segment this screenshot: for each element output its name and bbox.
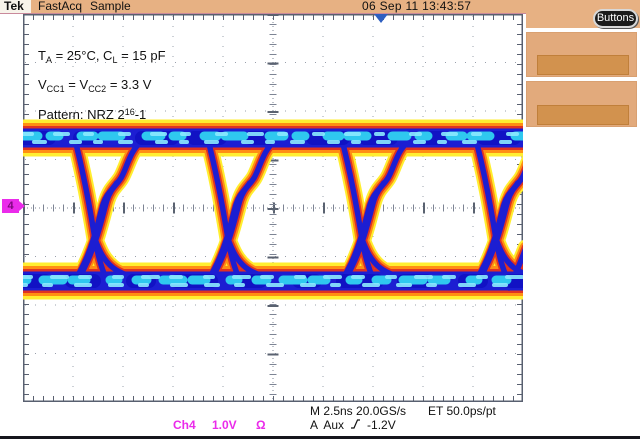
annotation-sub: CC2 [88,83,107,94]
bottom-divider [0,436,640,439]
annotation-sub: L [112,55,118,65]
horizontal-readout: M 2.5ns 20.0GS/s ET 50.0ps/pt [310,404,496,418]
top-menu-bar: Tek FastAcq Sample 06 Sep 11 13:43:57 [0,0,640,13]
rising-edge-slope-icon [351,419,361,429]
trigger-position-marker[interactable] [374,14,388,23]
annotation-text: Pattern: NRZ 2 [38,107,125,122]
timebase-readout: M 2.5ns 20.0GS/s [310,404,407,418]
eye-diagram [23,14,523,402]
channel-scale-readout[interactable]: 1.0V [212,418,237,432]
datetime-readout: 06 Sep 11 13:43:57 [362,0,472,13]
channel-coupling-readout: Ω [256,418,266,432]
trigger-level-readout: -1.2V [367,418,396,432]
tek-logo: Tek [0,0,31,13]
annotation-block: TA = 25°C, CL = 15 pF VCC1 = VCC2 = 3.3 … [38,44,166,127]
annotation-text: = 25°C, C [51,48,113,63]
annotation-line-1: TA = 25°C, CL = 15 pF [38,44,166,73]
buttons-button[interactable]: Buttons [593,9,638,28]
annotation-text: T [38,48,46,63]
channel-4-marker[interactable]: 4 [2,199,19,213]
annotation-text: V [38,76,47,92]
menu-item-sample[interactable]: Sample [90,0,131,13]
sidebar-panel-2 [526,81,637,127]
eye-waveform [23,132,523,288]
annotation-text: = 3.3 V [106,76,152,92]
topbar-separator [0,13,527,14]
annotation-text: = V [64,76,89,92]
annotation-text: = 15 pF [117,48,166,63]
annotation-line-2: VCC1 = VCC2 = 3.3 V [38,73,166,102]
annotation-sub: A [45,55,52,65]
graticule-display: TA = 25°C, CL = 15 pF VCC1 = VCC2 = 3.3 … [23,14,523,402]
channel-name-readout[interactable]: Ch4 [173,418,196,432]
trigger-source-readout: A Aux [310,418,345,432]
sidebar-panel-1-button[interactable] [537,55,629,75]
menu-item-fastacq[interactable]: FastAcq [38,0,83,13]
sidebar-panel-1 [526,32,637,77]
channel-4-marker-arrow-icon [19,201,25,211]
annotation-sup: 16 [124,107,135,117]
annotation-text: -1 [134,107,147,122]
et-readout: ET 50.0ps/pt [428,404,496,418]
graticule-grid [23,14,523,402]
sidebar-panel-2-button[interactable] [537,105,629,125]
annotation-line-3: Pattern: NRZ 216-1 [38,101,166,127]
trigger-readout: A Aux -1.2V [310,418,396,432]
annotation-sub: CC1 [46,83,65,94]
